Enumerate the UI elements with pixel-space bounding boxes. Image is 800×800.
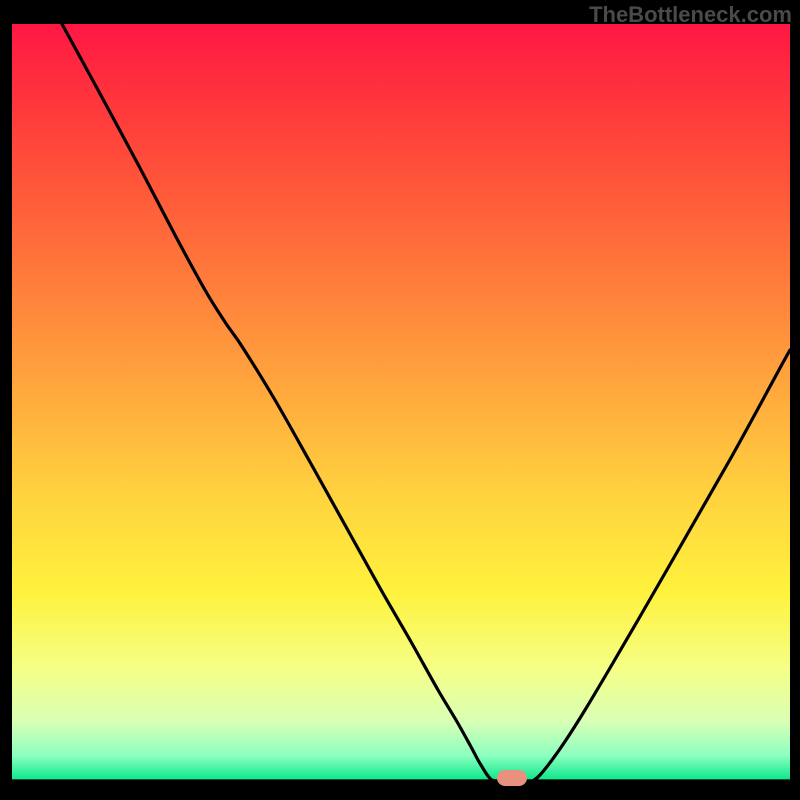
border-bottom [0, 782, 800, 800]
optimum-marker [497, 770, 527, 786]
chart-background-gradient [0, 0, 800, 800]
border-left [0, 0, 12, 800]
border-right [790, 0, 800, 800]
chart-container: TheBottleneck.com [0, 0, 800, 800]
watermark-text: TheBottleneck.com [589, 2, 792, 28]
